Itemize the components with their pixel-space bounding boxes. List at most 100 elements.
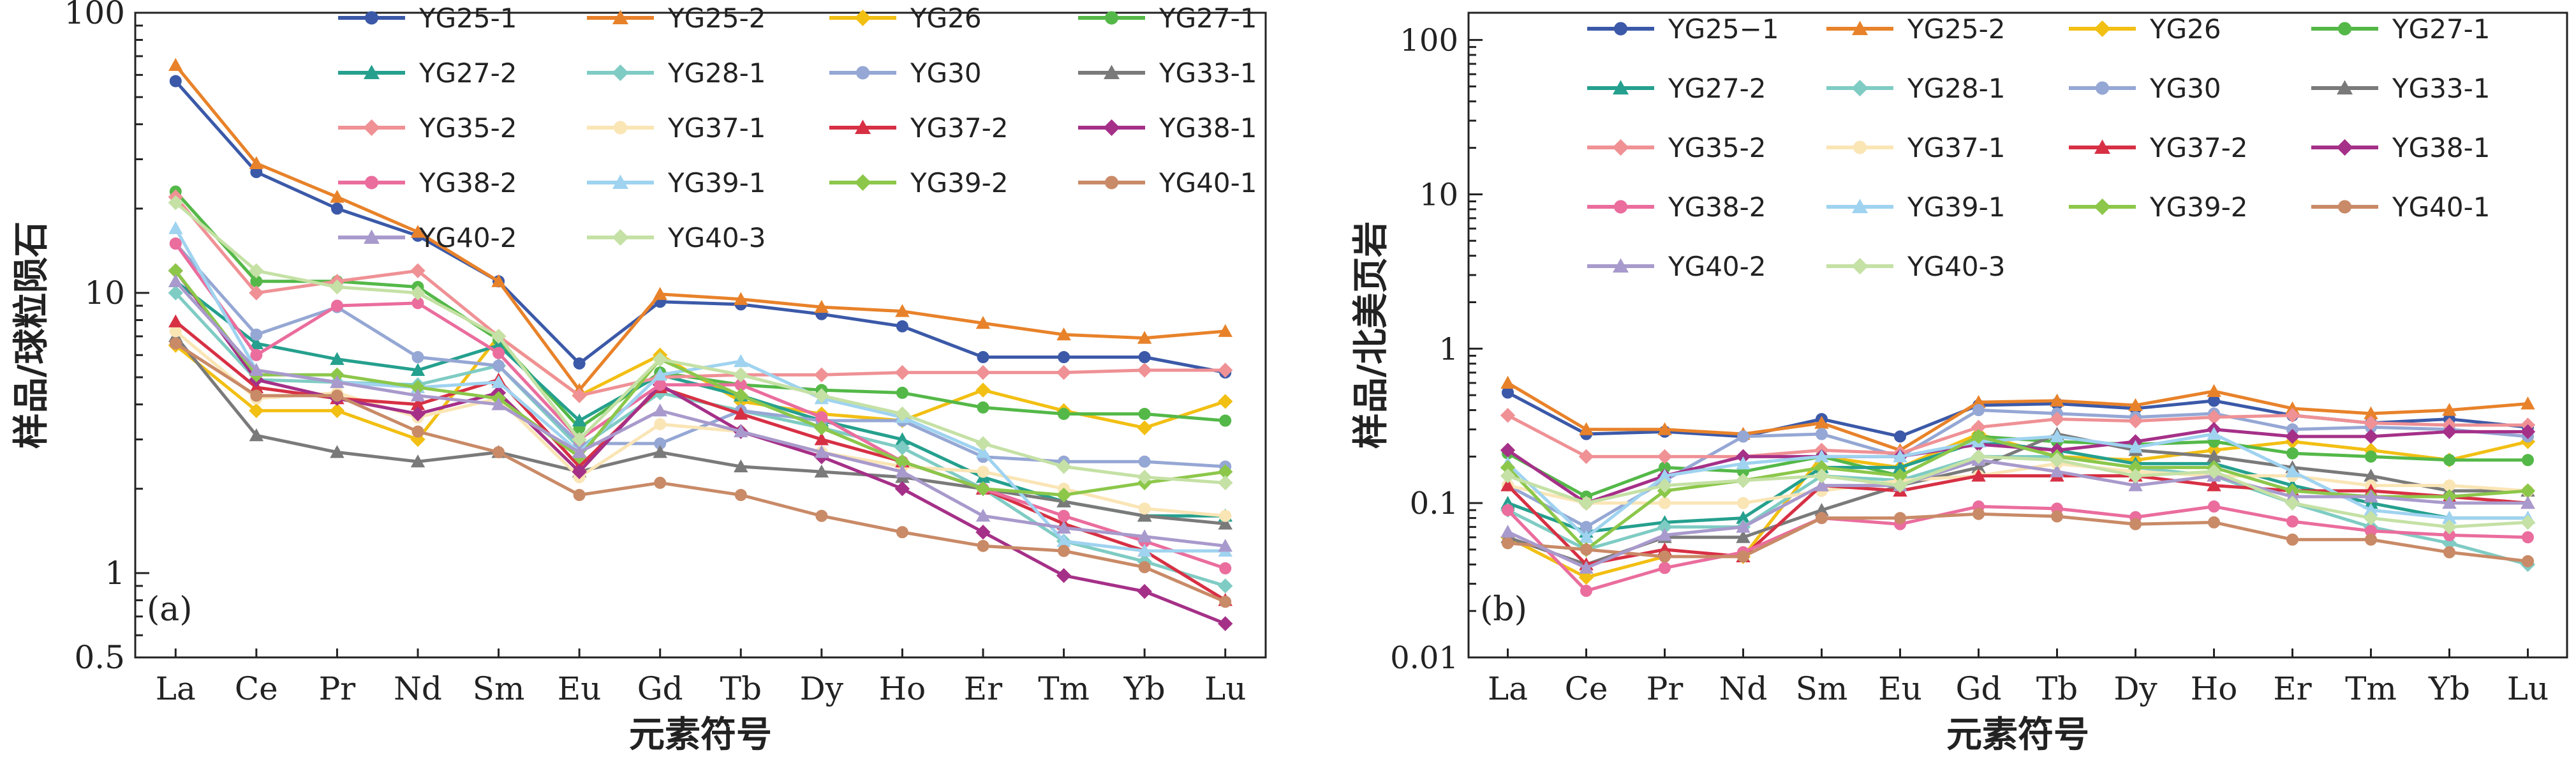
data-point <box>1737 550 1749 563</box>
legend-label: YG27-1 <box>1158 3 1257 34</box>
legend-item: YG25-2 <box>1826 13 2006 45</box>
data-point <box>410 285 426 301</box>
legend-swatch-marker <box>1852 199 1868 213</box>
data-point <box>2443 454 2455 467</box>
legend-item: YG27-1 <box>2311 13 2491 45</box>
data-point <box>169 75 182 87</box>
data-point <box>2363 416 2379 431</box>
legend-swatch-marker <box>856 66 870 80</box>
data-point <box>1056 534 1071 547</box>
data-point <box>1971 468 1986 482</box>
data-point <box>168 263 183 278</box>
x-tick-label: Eu <box>558 670 602 707</box>
data-point <box>1058 544 1070 557</box>
legend-swatch-marker <box>2096 81 2109 95</box>
y-axis-label: 样品/北美页岩 <box>1351 221 1392 449</box>
series-yg40-3 <box>1500 449 2536 535</box>
y-axis-label: 样品/球粒陨石 <box>11 221 52 449</box>
data-point <box>1138 407 1151 420</box>
legend-label: YG39-2 <box>910 167 1009 199</box>
legend-label: YG26 <box>2149 13 2221 45</box>
x-tick-label: Tm <box>2345 670 2397 707</box>
data-point <box>2365 533 2377 546</box>
data-point <box>168 195 183 211</box>
data-point <box>2050 393 2064 407</box>
data-point <box>814 420 829 435</box>
data-point <box>1816 512 1828 525</box>
legend-swatch-marker <box>1613 258 1629 273</box>
data-point <box>410 388 426 401</box>
data-point <box>1971 429 1987 444</box>
legend-item: YG35-2 <box>338 112 517 144</box>
data-point <box>1058 509 1070 522</box>
data-point <box>2051 510 2063 523</box>
data-point <box>2285 401 2300 414</box>
data-point <box>1579 422 1594 435</box>
data-point <box>2442 511 2457 524</box>
data-point <box>330 352 344 365</box>
data-point <box>410 406 426 422</box>
data-point <box>2442 403 2457 416</box>
data-point <box>2128 460 2143 476</box>
data-point <box>2285 464 2300 477</box>
data-point <box>1814 449 1829 463</box>
data-point <box>1578 495 1594 511</box>
data-point <box>654 418 667 431</box>
data-point <box>2128 468 2143 484</box>
series-line <box>1507 454 2528 529</box>
legend-item: YG25-1 <box>338 3 517 34</box>
x-tick-label: Yb <box>1123 670 1166 707</box>
data-point <box>249 336 264 350</box>
data-point <box>1502 537 1514 550</box>
data-point <box>1218 464 1233 479</box>
series-line <box>174 201 1225 484</box>
x-tick-label: Tb <box>720 670 762 707</box>
data-point <box>250 389 263 402</box>
y-tick-label: 1 <box>105 555 125 592</box>
data-point <box>653 403 667 417</box>
legend-swatch-marker <box>1614 200 1627 214</box>
data-point <box>1137 509 1152 522</box>
x-tick-label: Tb <box>2036 670 2078 707</box>
data-point <box>1137 363 1152 378</box>
data-point <box>1580 543 1592 556</box>
data-point <box>168 57 183 71</box>
data-point <box>2128 398 2143 411</box>
panel-label: (a) <box>147 590 193 629</box>
data-point <box>1218 394 1233 409</box>
data-point <box>1971 460 1986 474</box>
data-point <box>734 459 748 472</box>
legend-swatch-marker <box>612 10 628 24</box>
legend-item: YG25-2 <box>587 3 766 34</box>
data-point <box>2522 555 2534 567</box>
x-tick-label: Dy <box>2113 670 2158 707</box>
series-yg25-1 <box>169 75 1232 379</box>
data-point <box>2365 450 2377 463</box>
legend-item: YG27-2 <box>1587 73 1766 104</box>
data-point <box>2522 454 2534 467</box>
data-point <box>2050 464 2064 477</box>
legend-swatch-marker <box>364 229 380 244</box>
data-point <box>1894 430 1906 443</box>
data-point <box>1219 562 1232 574</box>
data-point <box>1056 459 1072 474</box>
legend-swatch-marker <box>1852 20 1868 35</box>
legend-item: YG40-3 <box>1826 251 2006 282</box>
data-point <box>1137 469 1152 485</box>
data-point <box>249 156 264 169</box>
legend-label: YG30 <box>2149 73 2221 104</box>
legend-label: YG27-2 <box>418 57 517 89</box>
data-point <box>2442 495 2457 509</box>
legend-item: YG28-1 <box>587 57 766 89</box>
series-line <box>174 243 1226 570</box>
data-point <box>1971 394 1986 408</box>
legend-label: YG37-1 <box>667 112 766 144</box>
legend-swatch-marker <box>854 10 871 26</box>
x-tick-label: Ho <box>2191 670 2238 707</box>
series-line <box>1507 381 2528 452</box>
data-point <box>814 464 829 478</box>
data-point <box>1892 468 1908 484</box>
y-tick-label: 100 <box>1400 23 1458 59</box>
data-point <box>895 464 910 478</box>
x-tick-label: Tm <box>1038 670 1090 707</box>
